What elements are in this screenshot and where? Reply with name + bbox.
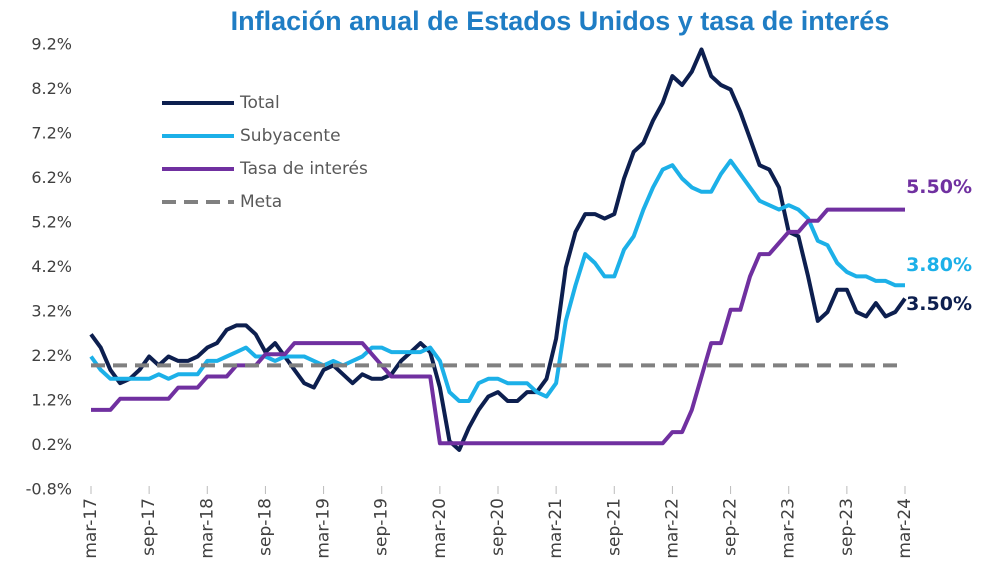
legend-label: Subyacente [240,126,341,146]
x-tick-label: mar-17 [81,498,101,559]
end-label: 3.80% [906,254,972,276]
y-tick-label: 1.2% [31,391,72,410]
y-tick-label: 7.2% [31,124,72,143]
legend-label: Meta [240,192,282,212]
y-tick-label: -0.8% [26,480,72,499]
x-tick-label: sep-17 [139,498,159,556]
y-tick-label: 6.2% [31,168,72,187]
legend-label: Tasa de interés [239,159,368,179]
end-label: 3.50% [906,293,972,315]
y-tick-label: 2.2% [31,346,72,365]
x-tick-label: sep-19 [372,498,392,556]
x-tick-label: sep-23 [837,498,857,556]
y-tick-label: 3.2% [31,302,72,321]
y-tick-label: 9.2% [31,35,72,54]
x-tick-label: sep-18 [255,498,275,556]
y-tick-label: 0.2% [31,435,72,454]
x-tick-label: mar-22 [662,498,682,559]
x-tick-label: mar-23 [779,498,799,559]
x-tick-label: sep-20 [488,498,508,556]
y-tick-label: 5.2% [31,213,72,232]
series-line [89,158,905,403]
chart-title: Inflación anual de Estados Unidos y tasa… [230,6,890,36]
x-tick-label: mar-21 [546,498,566,559]
end-label: 5.50% [906,176,972,198]
x-tick-label: sep-21 [604,498,624,556]
x-tick-label: sep-22 [721,498,741,556]
y-tick-label: 4.2% [31,257,72,276]
legend-label: Total [239,93,280,113]
x-tick-label: mar-24 [895,498,915,559]
x-tick-label: mar-19 [314,498,334,559]
x-tick-label: mar-20 [430,498,450,559]
series-line [89,47,907,452]
x-tick-label: mar-18 [197,498,217,559]
series-line [91,207,905,446]
y-tick-label: 8.2% [31,79,72,98]
